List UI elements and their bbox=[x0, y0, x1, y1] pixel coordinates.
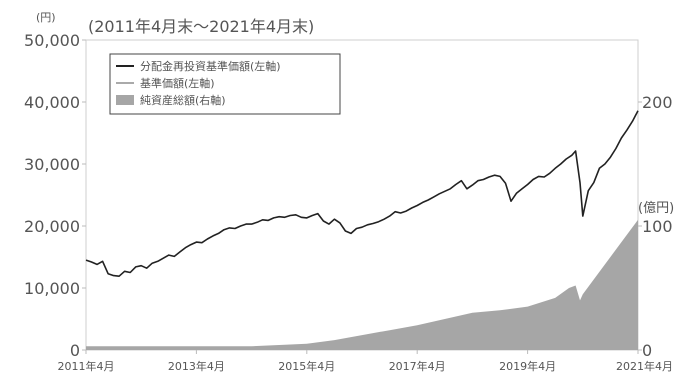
line-layer bbox=[85, 110, 639, 278]
nav-area-layer bbox=[86, 219, 638, 350]
x-axis-tick-label: 2021年4月 bbox=[616, 359, 673, 373]
left-axis-tick-label: 30,000 bbox=[24, 155, 80, 174]
left-axis-unit: (円) bbox=[36, 11, 56, 24]
axis-tick-layer: 0 10,000 20,000 30,000 40,000 50,000 0 100 200 20… bbox=[24, 31, 673, 373]
left-axis-tick-label: 10,000 bbox=[24, 279, 80, 298]
x-axis-tick-label: 2017年4月 bbox=[389, 359, 446, 373]
x-axis-tick-label: 2019年4月 bbox=[499, 359, 556, 373]
right-axis-tick-label: 100 bbox=[642, 217, 673, 236]
total-assets-area bbox=[86, 219, 638, 350]
x-axis-tick-label: 2015年4月 bbox=[278, 359, 335, 373]
left-axis-tick-label: 20,000 bbox=[24, 217, 80, 236]
left-axis-tick-label: 50,000 bbox=[24, 31, 80, 50]
left-axis-tick-label: 40,000 bbox=[24, 93, 80, 112]
legend-label-nav-reinvested: 分配金再投資基準価額(左軸) bbox=[140, 59, 281, 73]
x-axis-tick-label: 2013年4月 bbox=[168, 359, 225, 373]
legend-swatch-total-assets bbox=[116, 95, 134, 105]
left-axis-tick-label: 0 bbox=[70, 341, 80, 360]
legend-label-total-assets: 純資産総額(右軸) bbox=[140, 93, 226, 107]
right-axis-tick-label: 200 bbox=[642, 93, 673, 112]
right-axis-unit: (億円) bbox=[638, 200, 674, 216]
legend: 分配金再投資基準価額(左軸) 基準価額(左軸) 純資産総額(右軸) bbox=[109, 53, 341, 115]
legend-box bbox=[109, 53, 341, 115]
legend-label-nav: 基準価額(左軸) bbox=[140, 76, 215, 90]
nav-reinvested-line bbox=[85, 110, 639, 278]
right-axis-tick-label: 0 bbox=[642, 341, 652, 360]
x-axis-tick-label: 2011年4月 bbox=[58, 359, 115, 373]
period-label: (2011年4月末～2021年4月末) bbox=[88, 17, 314, 36]
